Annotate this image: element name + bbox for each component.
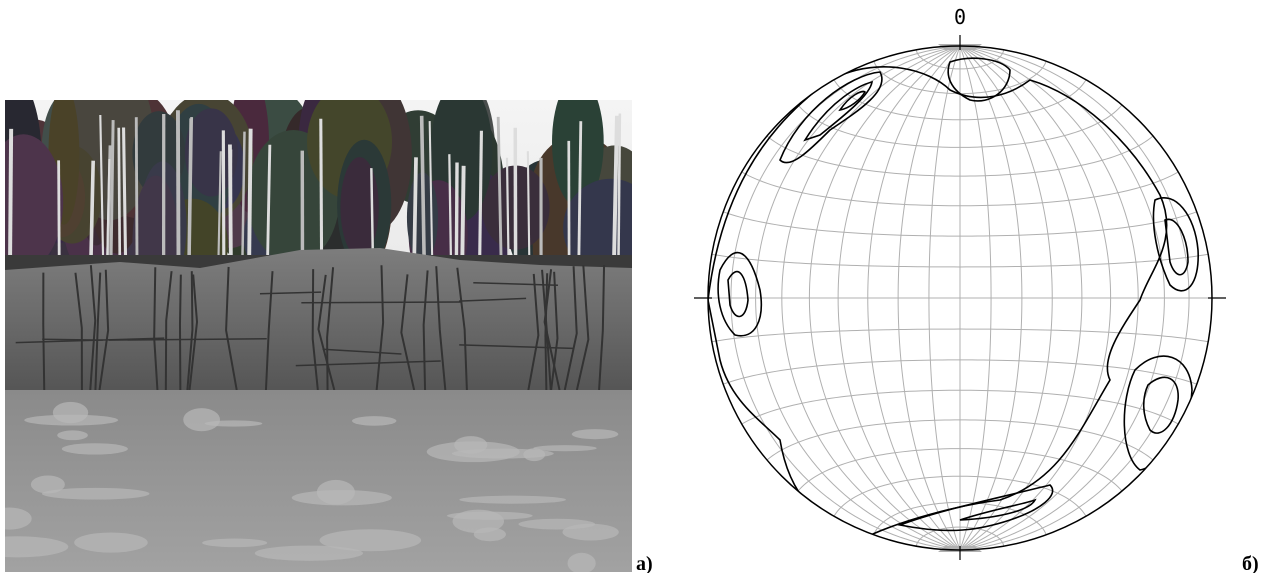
trunk — [111, 120, 113, 262]
ground-patch — [523, 448, 545, 461]
ground-patch — [57, 430, 88, 440]
joint — [43, 273, 44, 390]
trunk — [414, 157, 416, 262]
ground-patch — [62, 443, 128, 454]
trunk — [462, 166, 463, 262]
trunk — [189, 118, 191, 262]
ground-patch — [533, 445, 596, 451]
bedding — [301, 302, 460, 303]
ground-patch — [352, 416, 397, 426]
page: а) 0 б) (() => { const data = JSON.parse… — [0, 0, 1263, 573]
trunk — [480, 131, 482, 262]
ground-patch — [562, 524, 618, 541]
ground-patch — [447, 512, 533, 520]
trunk — [618, 113, 619, 262]
joint — [180, 275, 181, 390]
figure: а) 0 б) — [0, 0, 1263, 573]
trunk — [456, 162, 457, 262]
trunk — [136, 117, 137, 262]
panel-label: а) — [636, 553, 653, 573]
photo — [0, 61, 658, 573]
ground-patch — [572, 429, 619, 439]
ground-patch — [183, 408, 220, 431]
ground-patch — [474, 528, 506, 542]
trunk — [178, 110, 179, 262]
ground-patch — [74, 532, 148, 552]
trunk — [10, 129, 11, 262]
trunk — [528, 151, 529, 262]
trunk — [119, 128, 120, 262]
stereonet: 0 — [694, 5, 1226, 560]
trunk — [321, 119, 322, 262]
ground-patch — [24, 415, 118, 426]
trunk — [579, 121, 581, 262]
trunk — [249, 129, 251, 262]
trunk — [371, 168, 373, 262]
panel-label: б) — [1242, 553, 1259, 573]
ground-patch — [42, 488, 150, 500]
ground-patch — [202, 538, 267, 547]
trunk — [422, 116, 425, 262]
ground-patch — [317, 480, 355, 505]
trunk — [59, 160, 60, 262]
trunk — [230, 149, 231, 262]
ground-patch — [255, 546, 363, 561]
ground-patch — [459, 496, 566, 504]
north-label: 0 — [954, 5, 966, 29]
ground-patch — [568, 553, 596, 573]
trunk — [91, 161, 93, 262]
trunk — [124, 128, 126, 262]
